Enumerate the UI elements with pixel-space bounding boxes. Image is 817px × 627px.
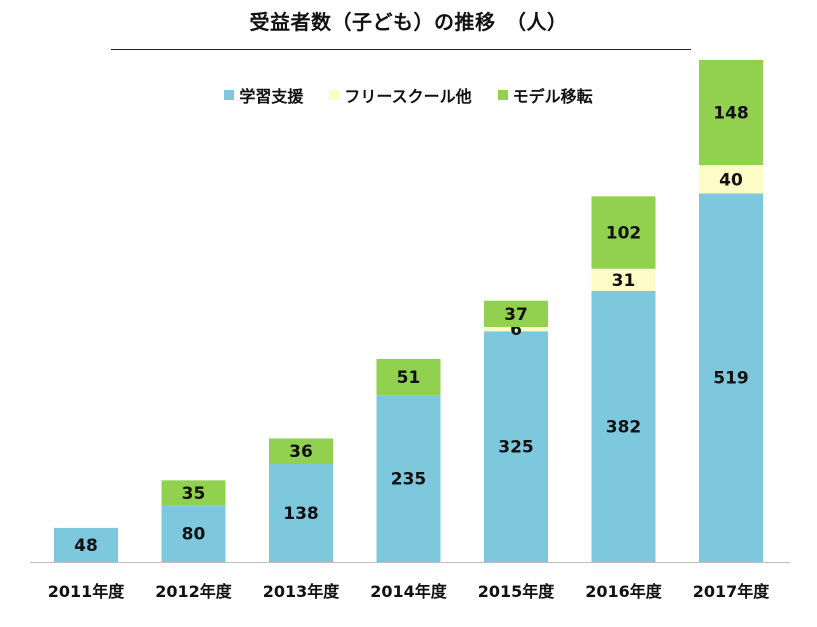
bar-segment-study-support-2 bbox=[161, 505, 226, 562]
bar-segment-free-school-7 bbox=[699, 165, 763, 194]
data-label-study-support-2: 80 bbox=[182, 525, 206, 545]
data-label-study-support-7: 519 bbox=[713, 369, 749, 389]
data-label-study-support-3: 138 bbox=[283, 504, 319, 524]
legend-label-free-school: フリースクール他 bbox=[344, 87, 472, 106]
data-label-study-support-1: 48 bbox=[74, 536, 98, 556]
x-tick-label-5: 2015年度 bbox=[478, 582, 556, 601]
data-label-model-transfer-3: 36 bbox=[289, 442, 313, 462]
x-tick-label-2: 2012年度 bbox=[155, 582, 233, 601]
bar-segment-model-transfer-2 bbox=[161, 480, 226, 506]
data-label-model-transfer-4: 51 bbox=[397, 368, 421, 388]
bar-segment-study-support-5 bbox=[484, 331, 548, 562]
x-tick-label-7: 2017年度 bbox=[693, 582, 771, 601]
bar-segment-study-support-3 bbox=[269, 464, 333, 562]
bar-segment-model-transfer-7 bbox=[699, 60, 763, 166]
bar-segment-free-school-5 bbox=[484, 326, 548, 332]
chart-legend: 学習支援 フリースクール他 モデル移転 bbox=[0, 83, 817, 107]
bar-segment-free-school-6 bbox=[591, 268, 656, 291]
data-label-study-support-6: 382 bbox=[606, 417, 642, 437]
bar-segment-model-transfer-4 bbox=[376, 358, 441, 396]
bar-segment-study-support-7 bbox=[699, 193, 763, 562]
x-tick-label-3: 2013年度 bbox=[263, 582, 341, 601]
bar-segment-study-support-4 bbox=[376, 395, 441, 562]
data-label-model-transfer-5: 37 bbox=[504, 305, 528, 325]
data-label-free-school-5: 6 bbox=[510, 320, 522, 340]
data-label-model-transfer-7: 148 bbox=[713, 104, 749, 124]
x-tick-label-6: 2016年度 bbox=[585, 582, 663, 601]
x-tick-label-4: 2014年度 bbox=[370, 582, 448, 601]
x-tick-label-1: 2011年度 bbox=[48, 582, 126, 601]
legend-item-model-transfer: モデル移転 bbox=[497, 83, 593, 107]
bar-segment-study-support-6 bbox=[591, 290, 656, 562]
bar-segment-study-support-1 bbox=[54, 527, 118, 562]
data-label-study-support-4: 235 bbox=[391, 470, 427, 490]
legend-item-study-support: 学習支援 bbox=[224, 83, 303, 107]
title-underline bbox=[111, 49, 691, 50]
legend-item-free-school: フリースクール他 bbox=[329, 83, 472, 107]
bar-segment-model-transfer-3 bbox=[269, 438, 333, 465]
legend-swatch-free-school bbox=[329, 90, 340, 100]
data-label-model-transfer-2: 35 bbox=[182, 484, 206, 504]
bar-segment-model-transfer-6 bbox=[591, 196, 656, 269]
legend-swatch-study-support bbox=[224, 90, 235, 100]
legend-swatch-model-transfer bbox=[497, 90, 508, 100]
legend-label-model-transfer: モデル移転 bbox=[512, 87, 593, 106]
data-label-free-school-7: 40 bbox=[719, 170, 743, 190]
chart-title: 受益者数（子ども）の推移 （人） bbox=[249, 10, 568, 34]
data-label-study-support-5: 325 bbox=[498, 438, 534, 458]
legend-label-study-support: 学習支援 bbox=[239, 87, 304, 106]
data-label-free-school-6: 31 bbox=[612, 271, 636, 291]
data-label-model-transfer-6: 102 bbox=[606, 224, 642, 244]
bar-segment-model-transfer-5 bbox=[484, 300, 548, 327]
